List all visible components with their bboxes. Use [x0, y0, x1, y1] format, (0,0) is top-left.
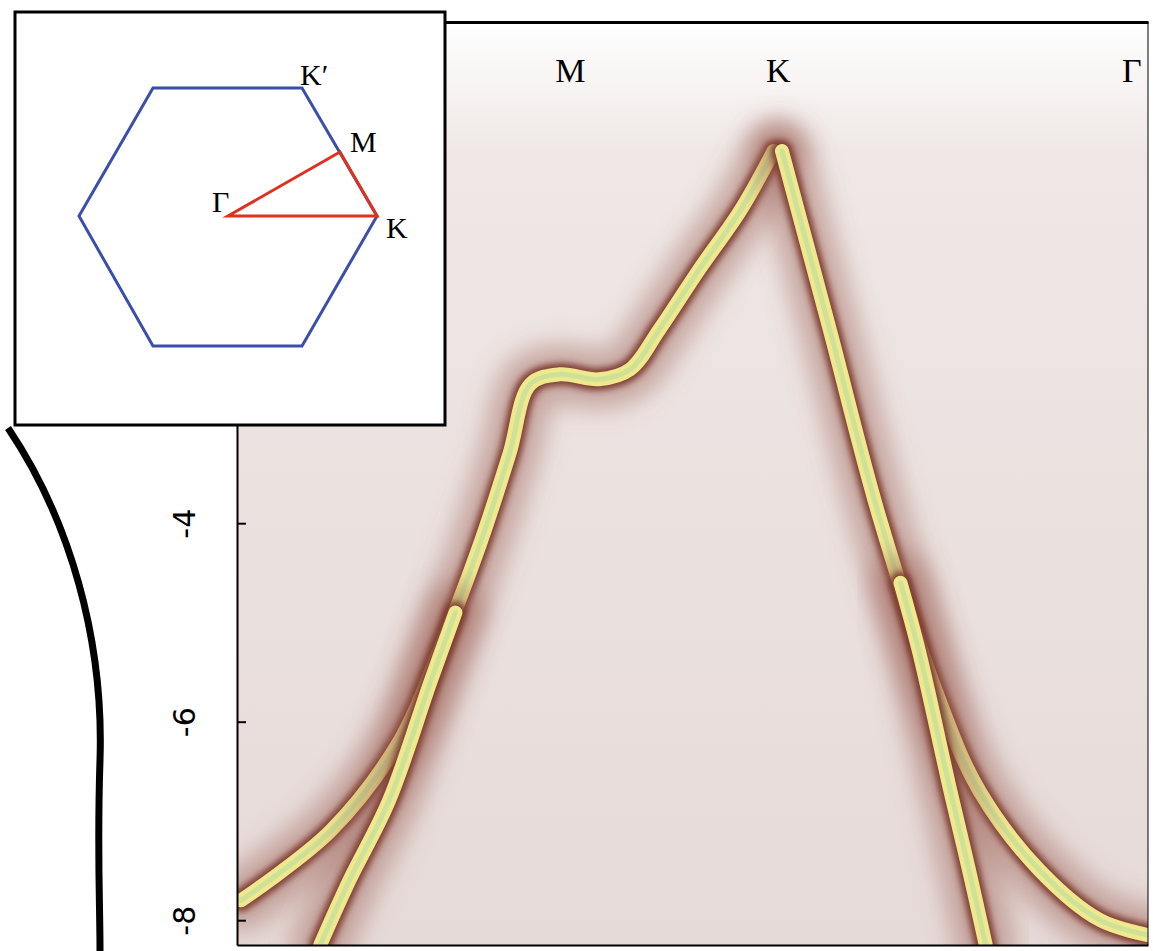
band-edge	[320, 613, 455, 945]
band-line	[900, 583, 985, 945]
decor-arc	[8, 428, 100, 951]
y-tick-mark	[237, 523, 246, 525]
x-axis-line	[238, 945, 1149, 947]
band-halo	[900, 583, 985, 945]
y-tick: -8	[167, 906, 246, 936]
x-tick-label: M	[555, 52, 585, 89]
x-tick: K	[766, 22, 791, 89]
plot-frame-right	[1148, 22, 1149, 945]
inset-label: M	[350, 125, 377, 158]
y-tick-mark	[237, 920, 246, 922]
x-tick: M	[555, 22, 585, 89]
band-line	[320, 613, 455, 945]
y-tick-label: -4	[167, 509, 202, 539]
band-core	[900, 583, 985, 945]
y-tick: -4	[167, 509, 246, 539]
y-tick-label: -6	[167, 707, 202, 737]
x-tick: Γ	[1122, 22, 1142, 89]
band-core	[320, 613, 455, 945]
x-axis-bottom	[238, 945, 1149, 946]
band-edge	[900, 583, 985, 945]
inset-label: Γ	[212, 185, 229, 218]
chart: -8 -6 -4 M K Γ K′ M Γ K	[0, 0, 1153, 951]
y-tick-mark	[237, 721, 246, 723]
inset-box	[15, 12, 445, 425]
brillouin-zone	[79, 88, 377, 346]
path-gamma-k-m	[228, 152, 377, 216]
inset-label: K′	[300, 58, 328, 91]
band-halo	[320, 613, 455, 945]
x-tick-label: K	[766, 52, 791, 89]
inset: K′ M Γ K	[15, 12, 445, 425]
inset-label: K	[386, 211, 408, 244]
y-tick-label: -8	[167, 906, 202, 936]
y-tick: -6	[167, 707, 246, 737]
x-tick-label: Γ	[1122, 52, 1142, 89]
